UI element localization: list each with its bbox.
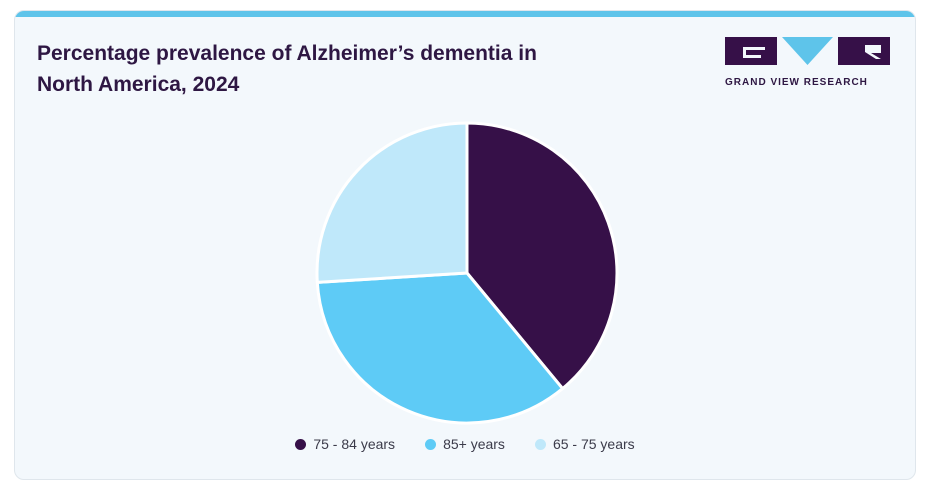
legend-swatch: [534, 438, 546, 450]
pie-chart: [315, 121, 619, 425]
legend-swatch: [425, 438, 437, 450]
accent-bar: [15, 11, 915, 17]
legend-label: 75 - 84 years: [313, 436, 396, 452]
brand-name: GRAND VIEW RESEARCH: [725, 77, 868, 88]
legend-label: 65 - 75 years: [552, 436, 635, 452]
legend-swatch: [295, 438, 307, 450]
legend-item: 75 - 84 years: [295, 436, 395, 452]
brand-logo-icon: [725, 37, 890, 65]
pie-slice-65-75-years: [315, 121, 469, 284]
legend-item: 85+ years: [425, 436, 505, 452]
chart-title: Percentage prevalence of Alzheimer’s dem…: [37, 42, 537, 96]
chart-legend: 75 - 84 years 85+ years 65 - 75 years: [15, 436, 915, 452]
chart-card: Percentage prevalence of Alzheimer’s dem…: [14, 10, 916, 480]
pie-slice-75-84-years: [465, 121, 619, 391]
brand-logo: GRAND VIEW RESEARCH: [725, 37, 895, 97]
pie-slice-85-years: [315, 271, 565, 425]
legend-item: 65 - 75 years: [534, 436, 635, 452]
legend-label: 85+ years: [443, 436, 505, 452]
